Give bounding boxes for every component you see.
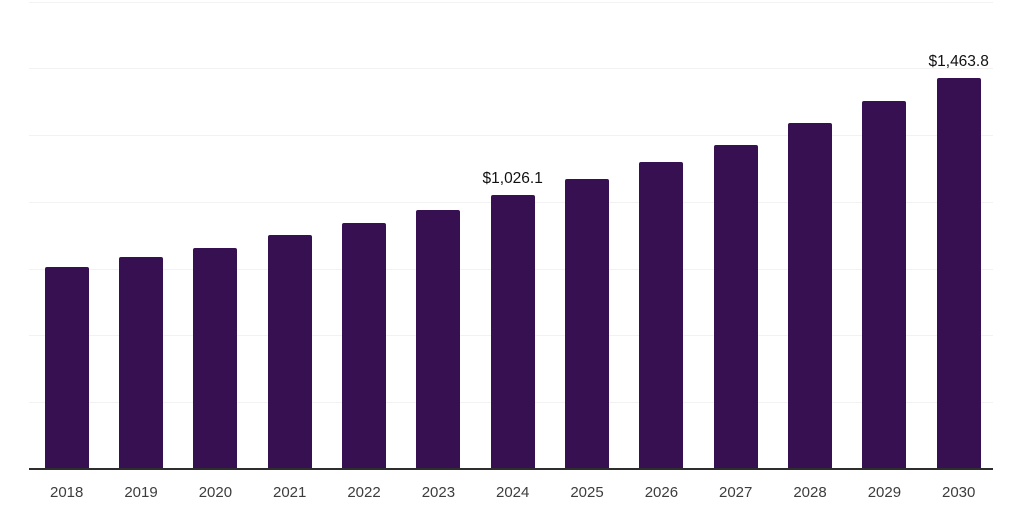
gridline: [29, 68, 993, 69]
bar-2027[interactable]: [713, 144, 758, 469]
x-tick-label-2018: 2018: [50, 484, 84, 501]
bar-2021[interactable]: [267, 235, 312, 469]
x-tick-label-2030: 2030: [942, 484, 976, 501]
x-tick-label-2019: 2019: [124, 484, 158, 501]
bar-2028[interactable]: [788, 123, 832, 469]
gridline: [29, 2, 993, 3]
bar-2023[interactable]: [416, 210, 461, 469]
gridline: [29, 135, 993, 136]
x-tick-label-2026: 2026: [644, 484, 679, 501]
bar-2029[interactable]: [862, 100, 907, 469]
bar-2019[interactable]: [119, 257, 163, 469]
bar-2020[interactable]: [193, 247, 238, 469]
x-tick-label-2029: 2029: [867, 484, 902, 501]
bar-2024[interactable]: [490, 194, 535, 469]
data-label-2030: $1,463.8: [928, 53, 989, 70]
bar-2030[interactable]: [936, 78, 981, 469]
bar-2025[interactable]: [565, 179, 609, 469]
x-tick-label-2023: 2023: [421, 484, 456, 501]
x-tick-label-2022: 2022: [347, 484, 381, 501]
x-tick-label-2028: 2028: [793, 484, 827, 501]
x-tick-label-2027: 2027: [719, 484, 753, 501]
bar-2022[interactable]: [342, 223, 386, 469]
x-tick-label-2020: 2020: [198, 484, 233, 501]
x-axis-line: [29, 468, 993, 470]
bar-2026[interactable]: [639, 162, 684, 469]
bar-2018[interactable]: [44, 266, 89, 469]
x-tick-label-2021: 2021: [273, 484, 307, 501]
x-tick-label-2025: 2025: [570, 484, 604, 501]
x-tick-label-2024: 2024: [496, 484, 530, 501]
data-label-2024: $1,026.1: [482, 169, 543, 187]
